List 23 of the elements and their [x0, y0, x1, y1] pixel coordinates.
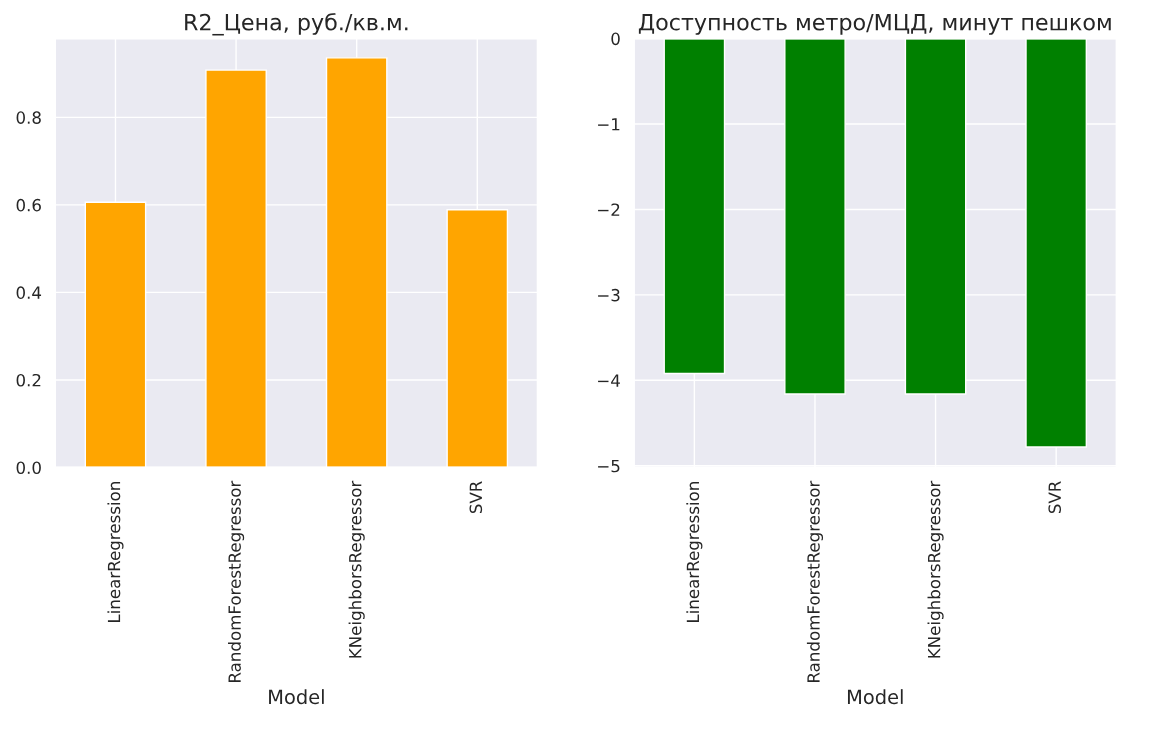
y-tick-label: 0 — [611, 32, 620, 46]
y-tick-label: −1 — [598, 118, 620, 131]
x-axis-title: Model — [269, 689, 324, 705]
x-axis-title: Model — [847, 689, 903, 705]
x-tick-label: LinearRegression — [686, 482, 703, 622]
y-tick-label: 0.6 — [16, 198, 41, 212]
x-tick-label: RandomForestRegressor — [228, 480, 245, 682]
y-tick-label: 0.2 — [16, 373, 41, 387]
y-tick-label: −2 — [598, 203, 620, 216]
y-tick-label: 0.4 — [16, 286, 42, 299]
y-tick-label: −5 — [598, 459, 620, 473]
x-tick-label: LinearRegression — [107, 482, 124, 622]
chart-title: Доступность метро/МЦД, минут пешком — [638, 14, 1111, 35]
chart-title: R2_Цена, руб./кв.м. — [185, 12, 408, 36]
x-tick-label: KNeighborsRegressor — [927, 480, 944, 658]
x-tick-label: KNeighborsRegressor — [348, 480, 365, 658]
y-tick-label: −3 — [598, 288, 620, 302]
y-tick-label: −4 — [598, 374, 620, 387]
y-tick-label: 0.8 — [16, 111, 41, 124]
y-tick-label: 0.0 — [16, 461, 41, 475]
x-tick-label: RandomForestRegressor — [806, 480, 824, 682]
x-tick-label: SVR — [469, 481, 483, 514]
x-tick-label: SVR — [1048, 481, 1062, 514]
